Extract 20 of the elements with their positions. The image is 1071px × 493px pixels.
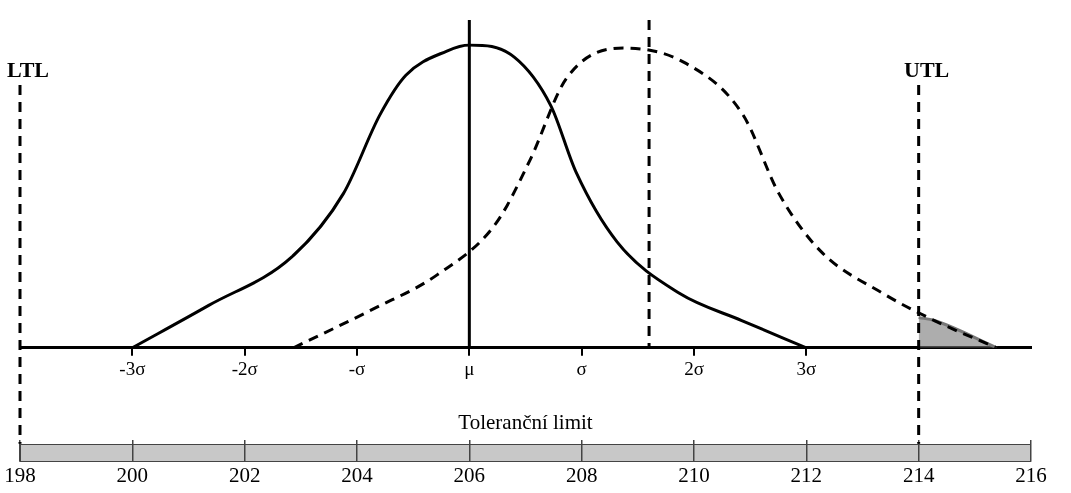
x2-tick-label: μ [464, 358, 475, 380]
x2-tick-label: -σ [348, 358, 366, 380]
ref-line-label: UTL [904, 57, 950, 82]
x2-tick-label: σ [576, 358, 587, 380]
x-tick-label: 208 [565, 462, 598, 487]
x-tick-label: 214 [902, 462, 935, 487]
x2-tick-label: 3σ [796, 358, 817, 380]
x-axis-title: Toleranční limit [458, 409, 593, 434]
x2-tick-label: -3σ [119, 358, 146, 380]
x-tick-label: 200 [116, 462, 149, 487]
x-tick-label: 202 [228, 462, 261, 487]
x-tick-label: 216 [1015, 462, 1047, 487]
x-tick-label: 212 [790, 462, 823, 487]
x-tick-label: 210 [678, 462, 710, 487]
ref-line-label: LTL [6, 57, 50, 82]
x-tick-label: 198 [4, 462, 36, 487]
x2-tick-label: -2σ [231, 358, 258, 380]
x-tick-label: 206 [453, 462, 486, 487]
x-tick-label: 204 [341, 462, 374, 487]
x2-tick-label: 2σ [684, 358, 704, 380]
